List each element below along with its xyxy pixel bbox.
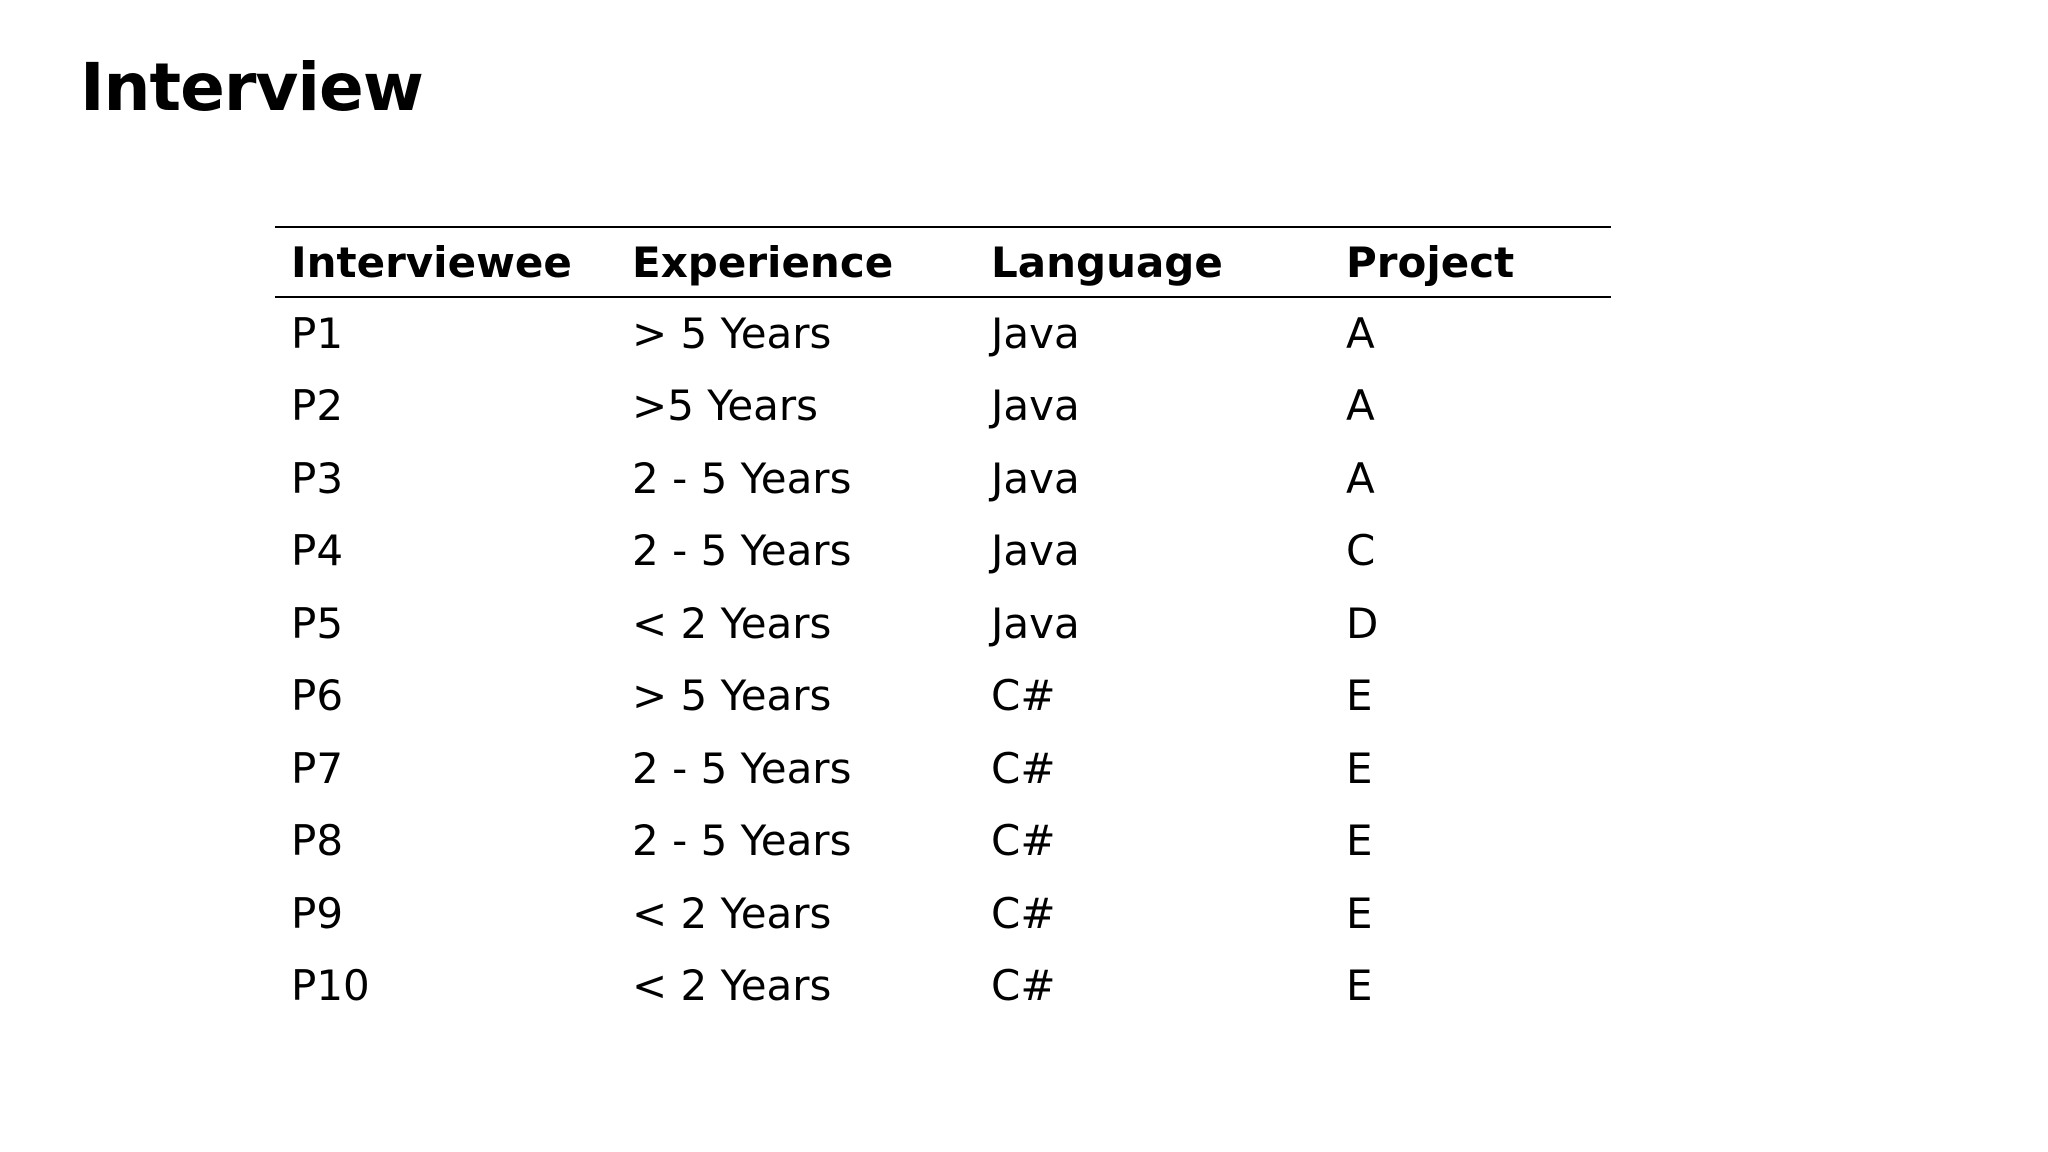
cell-experience: < 2 Years [632, 598, 832, 648]
cell-language: C# [991, 671, 1056, 721]
cell-interviewee: P6 [291, 671, 344, 721]
cell-experience: 2 - 5 Years [632, 816, 852, 866]
cell-interviewee: P9 [291, 888, 344, 938]
cell-project: D [1346, 598, 1379, 648]
table-row: P6 > 5 Years C# E [275, 660, 1611, 733]
page-title: Interview [80, 49, 424, 126]
cell-interviewee: P4 [291, 526, 344, 576]
cell-project: A [1346, 309, 1375, 359]
cell-language: Java [991, 309, 1080, 359]
table-row: P2 >5 Years Java A [275, 370, 1611, 443]
cell-experience: >5 Years [632, 381, 819, 431]
table-row: P1 > 5 Years Java A [275, 297, 1611, 370]
cell-project: A [1346, 453, 1375, 503]
cell-project: A [1346, 381, 1375, 431]
cell-experience: 2 - 5 Years [632, 526, 852, 576]
cell-project: E [1346, 816, 1373, 866]
column-header-project: Project [1330, 226, 1611, 298]
cell-experience: < 2 Years [632, 888, 832, 938]
cell-language: C# [991, 816, 1056, 866]
table-row: P8 2 - 5 Years C# E [275, 805, 1611, 878]
cell-interviewee: P1 [291, 309, 344, 359]
cell-interviewee: P2 [291, 381, 344, 431]
cell-project: E [1346, 671, 1373, 721]
cell-interviewee: P7 [291, 743, 344, 793]
cell-language: Java [991, 453, 1080, 503]
cell-language: C# [991, 743, 1056, 793]
cell-interviewee: P8 [291, 816, 344, 866]
cell-project: E [1346, 888, 1373, 938]
table-header: Interviewee Experience Language Project [275, 226, 1611, 298]
cell-experience: > 5 Years [632, 671, 832, 721]
table-row: P7 2 - 5 Years C# E [275, 732, 1611, 805]
cell-experience: 2 - 5 Years [632, 743, 852, 793]
column-header-language: Language [975, 226, 1330, 298]
cell-experience: < 2 Years [632, 961, 832, 1011]
table-row: P4 2 - 5 Years Java C [275, 515, 1611, 588]
table-body: P1 > 5 Years Java A P2 >5 Years Java A P… [275, 297, 1611, 1022]
table-row: P9 < 2 Years C# E [275, 877, 1611, 950]
cell-language: C# [991, 961, 1056, 1011]
cell-interviewee: P5 [291, 598, 344, 648]
table-row: P10 < 2 Years C# E [275, 950, 1611, 1023]
cell-language: Java [991, 598, 1080, 648]
cell-project: C [1346, 526, 1376, 576]
cell-project: E [1346, 743, 1373, 793]
interviewee-table: Interviewee Experience Language Project … [275, 226, 1611, 1022]
column-header-experience: Experience [616, 226, 975, 298]
cell-experience: > 5 Years [632, 309, 832, 359]
column-header-interviewee: Interviewee [275, 226, 616, 298]
table-row: P3 2 - 5 Years Java A [275, 442, 1611, 515]
cell-experience: 2 - 5 Years [632, 453, 852, 503]
cell-language: Java [991, 381, 1080, 431]
cell-interviewee: P10 [291, 961, 370, 1011]
cell-project: E [1346, 961, 1373, 1011]
table-row: P5 < 2 Years Java D [275, 587, 1611, 660]
cell-interviewee: P3 [291, 453, 344, 503]
cell-language: Java [991, 526, 1080, 576]
header-row: Interviewee Experience Language Project [275, 226, 1611, 298]
cell-language: C# [991, 888, 1056, 938]
